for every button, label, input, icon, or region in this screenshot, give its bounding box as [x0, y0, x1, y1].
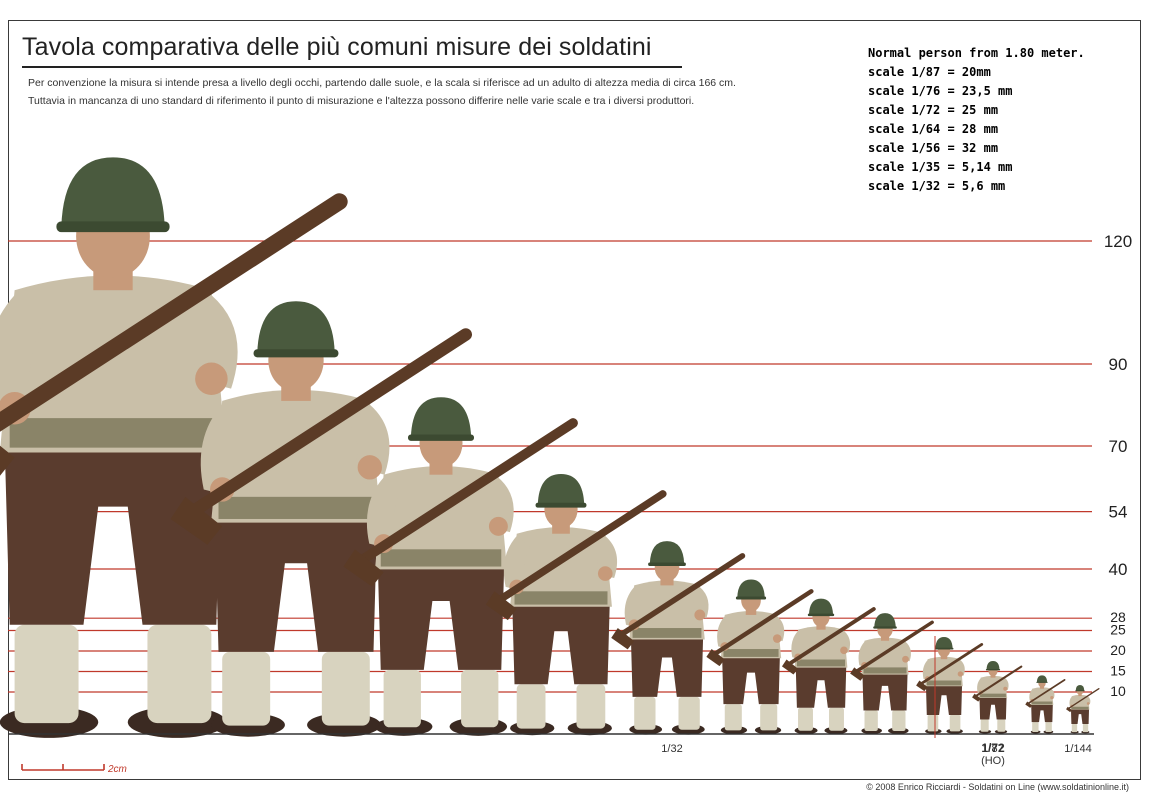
scale-note: Normal person from 1.80 meter. scale 1/8… — [868, 44, 1085, 196]
soldier-figure-7 — [781, 598, 876, 735]
guide-label-54: 54 — [1109, 503, 1128, 522]
soldier-figure-5 — [611, 541, 746, 735]
note-line-1-87: scale 1/87 = 20mm — [868, 65, 991, 79]
soldier-figure-12 — [1066, 685, 1100, 734]
soldier-figures — [0, 157, 1100, 738]
scale-label-1-144: 1/144 — [1064, 743, 1092, 755]
note-header: Normal person from 1.80 meter. — [868, 46, 1085, 60]
scale-label-1-72: 1/72 — [981, 741, 1005, 755]
soldier-figure-3 — [343, 397, 578, 736]
soldier-figure-8 — [850, 613, 934, 735]
guide-label-20: 20 — [1110, 642, 1126, 658]
guide-label-28: 28 — [1110, 609, 1126, 625]
scale-label-1-87: 1/87 — [982, 743, 1003, 755]
note-line-1-32: scale 1/32 = 5,6 mm — [868, 179, 1006, 193]
note-line-1-76: scale 1/76 = 23,5 mm — [868, 84, 1013, 98]
soldier-figure-1 — [0, 157, 348, 738]
guide-label-120: 120 — [1104, 232, 1132, 251]
title-underline — [22, 66, 682, 68]
scale-labels: 1/32 1/721/87(HO) 1/144 — [661, 636, 1092, 767]
copyright-credit: © 2008 Enrico Ricciardi - Soldatini on L… — [866, 782, 1129, 792]
guide-label-70: 70 — [1109, 437, 1128, 456]
guide-label-40: 40 — [1109, 560, 1128, 579]
soldier-figure-10 — [972, 661, 1023, 734]
scale-bar — [21, 764, 105, 771]
scale-bar-label: 2cm — [108, 764, 127, 775]
note-line-1-64: scale 1/64 = 28 mm — [868, 122, 999, 136]
note-line-1-56: scale 1/56 = 32 mm — [868, 141, 999, 155]
guide-label-10: 10 — [1110, 683, 1126, 699]
soldier-figure-4 — [485, 473, 667, 736]
guide-label-90: 90 — [1109, 355, 1128, 374]
scale-label-sub: (HO) — [981, 755, 1005, 767]
scale-label-1-32: 1/32 — [661, 743, 682, 755]
subtitle-line-1: Per convenzione la misura si intende pre… — [28, 77, 736, 89]
guide-label-25: 25 — [1110, 622, 1126, 638]
soldier-figure-2 — [170, 301, 473, 737]
soldier-figure-11 — [1025, 675, 1066, 734]
note-line-1-72: scale 1/72 = 25 mm — [868, 103, 999, 117]
soldier-figure-6 — [706, 579, 814, 735]
guide-label-15: 15 — [1110, 663, 1126, 679]
subtitle-line-2: Tuttavia in mancanza di uno standard di … — [28, 95, 695, 107]
page-title: Tavola comparativa delle più comuni misu… — [22, 33, 652, 61]
note-line-1-35: scale 1/35 = 5,14 mm — [868, 160, 1013, 174]
